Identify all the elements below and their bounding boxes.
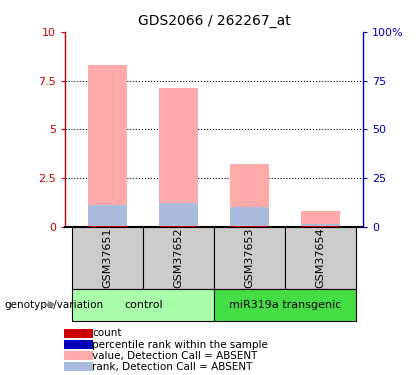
- Text: control: control: [124, 300, 163, 310]
- Text: value, Detection Call = ABSENT: value, Detection Call = ABSENT: [92, 351, 258, 361]
- Bar: [214, 289, 356, 321]
- Text: GSM37654: GSM37654: [316, 228, 326, 288]
- Bar: [214, 227, 285, 289]
- Bar: [64, 340, 93, 349]
- Bar: [64, 329, 93, 338]
- Bar: [301, 225, 340, 227]
- Bar: [159, 204, 198, 227]
- Bar: [64, 351, 93, 360]
- Bar: [285, 227, 356, 289]
- Text: GSM37652: GSM37652: [174, 228, 184, 288]
- Bar: [301, 211, 340, 227]
- Text: genotype/variation: genotype/variation: [4, 300, 103, 310]
- Bar: [72, 289, 214, 321]
- Bar: [159, 225, 198, 227]
- Bar: [88, 206, 127, 227]
- Bar: [301, 224, 340, 227]
- Bar: [230, 165, 269, 227]
- Bar: [159, 88, 198, 227]
- Bar: [230, 207, 269, 227]
- Text: count: count: [92, 328, 122, 339]
- Bar: [88, 65, 127, 227]
- Text: percentile rank within the sample: percentile rank within the sample: [92, 340, 268, 350]
- Text: GSM37653: GSM37653: [245, 228, 255, 288]
- Bar: [64, 362, 93, 372]
- Bar: [88, 225, 127, 227]
- Text: miR319a transgenic: miR319a transgenic: [229, 300, 341, 310]
- Bar: [230, 225, 269, 227]
- Title: GDS2066 / 262267_at: GDS2066 / 262267_at: [138, 14, 291, 28]
- Text: rank, Detection Call = ABSENT: rank, Detection Call = ABSENT: [92, 362, 253, 372]
- Bar: [143, 227, 214, 289]
- Bar: [72, 227, 143, 289]
- Text: GSM37651: GSM37651: [103, 228, 113, 288]
